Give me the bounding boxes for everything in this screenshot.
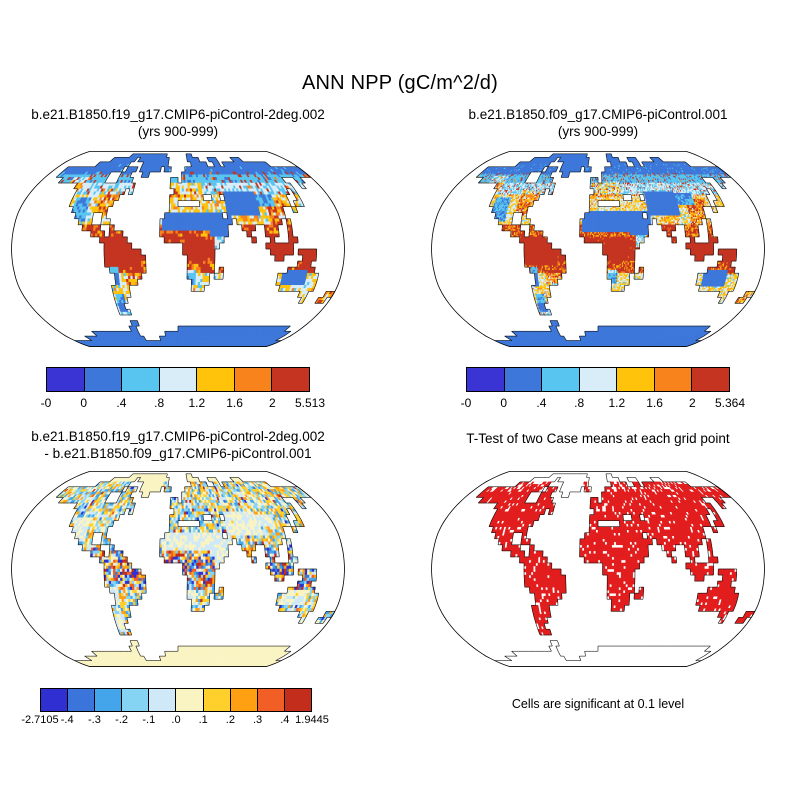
colorbar-box bbox=[467, 368, 504, 391]
colorbar-label: -0 bbox=[40, 396, 52, 410]
colorbar-label: 1.6 bbox=[646, 396, 663, 410]
colorbar-box bbox=[541, 368, 579, 391]
colorbar-labels-case1: -0 0 .4 .8 1.2 1.6 2 5.513 bbox=[41, 396, 325, 410]
colorbar-label: 1.2 bbox=[608, 396, 626, 410]
colorbar-label: -.4 bbox=[60, 714, 74, 726]
colorbar-box bbox=[229, 689, 257, 711]
panel-title-line1: b.e21.B1850.f19_g17.CMIP6-piControl-2deg… bbox=[31, 107, 325, 122]
colorbar-case2 bbox=[466, 367, 730, 392]
colorbar-case1 bbox=[46, 367, 310, 392]
npp-difference-map bbox=[10, 470, 346, 668]
colorbar-label: -.1 bbox=[142, 714, 156, 726]
colorbar-box bbox=[148, 689, 176, 711]
colorbar-box bbox=[691, 368, 730, 391]
colorbar-box bbox=[175, 689, 203, 711]
panel-title-line2: - b.e21.B1850.f09_g17.CMIP6-piControl.00… bbox=[44, 446, 312, 461]
colorbar-box bbox=[283, 689, 311, 711]
colorbar-box bbox=[233, 368, 272, 391]
colorbar-box bbox=[256, 689, 284, 711]
colorbar-label: 2 bbox=[268, 396, 276, 410]
ttest-significance-map bbox=[430, 470, 766, 668]
colorbar-label: 0 bbox=[500, 396, 508, 410]
colorbar-label: .2 bbox=[225, 714, 235, 726]
colorbar-label: 1.6 bbox=[226, 396, 243, 410]
colorbar-box bbox=[47, 368, 84, 391]
colorbar-labels-case2: -0 0 .4 .8 1.2 1.6 2 5.364 bbox=[461, 396, 745, 410]
colorbar-label: -.2 bbox=[115, 714, 129, 726]
colorbar-box bbox=[202, 689, 230, 711]
colorbar-label: -2.7105 bbox=[21, 714, 59, 726]
colorbar-box bbox=[271, 368, 310, 391]
colorbar-box bbox=[653, 368, 692, 391]
colorbar-label: .4 bbox=[116, 396, 127, 410]
colorbar-box bbox=[83, 368, 122, 391]
colorbar-label: 1.9445 bbox=[295, 714, 329, 726]
colorbar-label: 1.2 bbox=[188, 396, 206, 410]
panel-title-line2: (yrs 900-999) bbox=[557, 124, 639, 139]
colorbar-box bbox=[616, 368, 654, 391]
colorbar-box bbox=[94, 689, 122, 711]
colorbar-label: -0 bbox=[460, 396, 472, 410]
panel-title-bottom-left: b.e21.B1850.f19_g17.CMIP6-piControl-2deg… bbox=[10, 428, 346, 462]
panel-title-top-left: b.e21.B1850.f19_g17.CMIP6-piControl-2deg… bbox=[10, 106, 346, 140]
colorbar-label: .1 bbox=[198, 714, 208, 726]
colorbar-label: 2 bbox=[688, 396, 696, 410]
significance-caption: Cells are significant at 0.1 level bbox=[511, 697, 685, 711]
colorbar-label: -.3 bbox=[87, 714, 101, 726]
colorbar-box bbox=[196, 368, 234, 391]
colorbar-label: .0 bbox=[171, 714, 181, 726]
panel-title-line1: b.e21.B1850.f19_g17.CMIP6-piControl-2deg… bbox=[31, 429, 325, 444]
panel-title-bottom-right: T-Test of two Case means at each grid po… bbox=[430, 430, 766, 447]
colorbar-label: 5.364 bbox=[714, 396, 746, 410]
colorbar-labels-difference: -2.7105 -.4 -.3 -.2 -.1 .0 .1 .2 .3 .4 1.9445 bbox=[21, 714, 328, 728]
colorbar-label: .4 bbox=[536, 396, 547, 410]
colorbar-box bbox=[158, 368, 197, 391]
colorbar-box bbox=[67, 689, 95, 711]
colorbar-label: .4 bbox=[280, 714, 290, 726]
colorbar-label: .8 bbox=[154, 396, 165, 410]
colorbar-label: 0 bbox=[80, 396, 88, 410]
npp-map-case2 bbox=[430, 150, 766, 348]
panel-title-line1: b.e21.B1850.f09_g17.CMIP6-piControl.001 bbox=[468, 107, 728, 122]
colorbar-difference bbox=[40, 688, 312, 712]
panel-title-line2: (yrs 900-999) bbox=[137, 124, 219, 139]
colorbar-box bbox=[578, 368, 617, 391]
colorbar-label: .8 bbox=[574, 396, 585, 410]
colorbar-label: .3 bbox=[253, 714, 263, 726]
colorbar-box bbox=[503, 368, 542, 391]
panel-title-top-right: b.e21.B1850.f09_g17.CMIP6-piControl.001 … bbox=[430, 106, 766, 140]
panel-title-line1: T-Test of two Case means at each grid po… bbox=[466, 431, 730, 446]
colorbar-box bbox=[121, 368, 159, 391]
figure-title: ANN NPP (gC/m^2/d) bbox=[302, 72, 498, 94]
npp-map-case1 bbox=[10, 150, 346, 348]
colorbar-box bbox=[41, 689, 68, 711]
colorbar-label: 5.513 bbox=[294, 396, 326, 410]
colorbar-box bbox=[121, 689, 149, 711]
